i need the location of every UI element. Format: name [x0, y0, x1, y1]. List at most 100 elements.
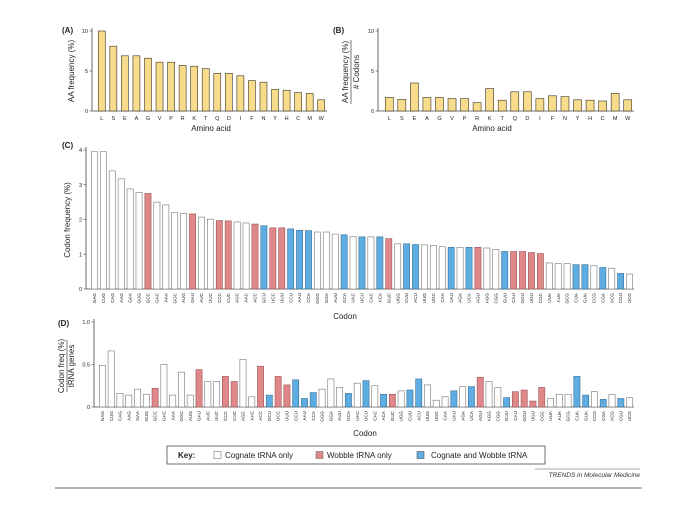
- b-x-tick-label: S: [400, 116, 404, 122]
- c-y-tick-label: 4: [79, 148, 82, 154]
- c-x-tick-label: GUG: [137, 293, 142, 304]
- d-bar-AGU: [476, 376, 484, 408]
- d-bar-UUU: [283, 384, 291, 408]
- a-y-tick-label: 5: [85, 69, 88, 75]
- c-x-tick-label: AGU: [476, 293, 481, 303]
- legend-label-both: Cognate and Wobble tRNA: [431, 451, 528, 460]
- a-x-tick-label: Y: [273, 116, 277, 122]
- c-x-tick-label: AUG: [181, 293, 186, 303]
- c-x-tick-label: GAG: [92, 293, 97, 304]
- legend-title: Key:: [178, 451, 195, 460]
- c-bar-AUG: [180, 212, 188, 290]
- d-x-tick-label: GUG: [144, 411, 149, 422]
- a-bar-M: [305, 93, 314, 112]
- b-x-tick-label: M: [613, 116, 618, 122]
- d-bar-ACA: [380, 393, 387, 408]
- c-x-tick-label: UAC: [351, 292, 356, 302]
- d-x-tick-label: CUA: [574, 410, 579, 421]
- c-x-tick-label: CCG: [591, 293, 596, 304]
- c-bar-AGA: [456, 247, 464, 290]
- d-bar-AAC: [248, 396, 256, 408]
- d-bar-CUU: [406, 389, 414, 408]
- b-bar-F: [548, 95, 557, 112]
- c-bar-UUA: [545, 262, 553, 290]
- a-x-tick-label: M: [307, 116, 312, 122]
- c-x-tick-label: AGG: [484, 293, 489, 304]
- d-x-tick-label: CGC: [539, 410, 544, 421]
- d-bar-ACC: [257, 365, 264, 408]
- c-x-tick-label: CGA: [600, 292, 605, 303]
- d-x-tick-label: CUG: [109, 411, 114, 422]
- d-bar-GAA: [134, 388, 141, 408]
- legend-swatch-cognate: [213, 451, 222, 459]
- c-x-tick-label: AAU: [297, 293, 302, 302]
- c-bar-UCU: [358, 236, 366, 290]
- c-x-tick-label: UGU: [529, 293, 534, 303]
- d-bar-GCC: [151, 387, 159, 408]
- a-x-tick-label: R: [181, 116, 185, 122]
- c-bar-GUG: [135, 192, 143, 290]
- b-y-tick-label: 0: [371, 109, 374, 115]
- d-bar-UAU: [450, 390, 458, 408]
- d-bar-CCC: [222, 376, 229, 408]
- d-x-tick-label: UCA: [469, 410, 474, 421]
- b-x-tick-label: G: [437, 116, 441, 122]
- c-x-tick-label: AUA: [556, 292, 561, 302]
- c-x-tick-label: UGG: [395, 293, 400, 304]
- legend-swatch-both: [416, 451, 425, 459]
- c-bar-ACG: [608, 267, 616, 290]
- c-bar-CGG: [492, 249, 500, 290]
- c-y-tick-label: 1: [79, 252, 82, 258]
- c-bar-CUA: [572, 264, 580, 290]
- b-x-tick-label: C: [601, 116, 605, 122]
- d-bar-GGC: [178, 371, 185, 408]
- b-x-tick-label: Y: [576, 116, 580, 122]
- d-x-tick-label: UCC: [276, 410, 281, 421]
- c-bar-GCA: [340, 234, 348, 290]
- c-bar-CUC: [224, 220, 232, 290]
- d-x-tick-label: GUC: [390, 410, 395, 421]
- a-x-tick-label: E: [123, 116, 127, 122]
- a-x-tick-label: K: [192, 116, 196, 122]
- d-bar-GAU: [195, 369, 203, 408]
- a-x-tick-label: C: [296, 116, 300, 122]
- a-bar-D: [225, 73, 233, 112]
- c-x-tick-label: CGU: [618, 293, 623, 303]
- a-x-tick-label: I: [240, 116, 242, 122]
- d-bar-AGC: [239, 359, 247, 408]
- b-ylabel-denominator: # Codons: [352, 55, 361, 89]
- b-x-tick-label: Q: [513, 116, 518, 122]
- c-x-tick-label: GUC: [386, 292, 391, 303]
- a-bar-A: [132, 55, 141, 112]
- a-x-tick-label: T: [204, 116, 208, 122]
- a-bar-R: [178, 65, 187, 112]
- d-x-tick-label: AUC: [205, 410, 210, 420]
- c-x-tick-label: GCC: [146, 292, 151, 303]
- d-x-tick-label: CGU: [618, 411, 623, 421]
- a-y-tick-label: 10: [82, 29, 88, 35]
- b-bar-W: [623, 99, 633, 112]
- d-x-tick-label: AAG: [126, 411, 131, 421]
- c-x-tick-label: GCA: [342, 292, 347, 303]
- d-x-tick-label: GUU: [504, 411, 509, 421]
- d-x-tick-label: GCC: [153, 410, 158, 421]
- c-bar-CUG: [99, 151, 107, 290]
- d-bar-GCG: [564, 393, 572, 408]
- c-bar-CAC: [367, 236, 375, 290]
- d-x-tick-label: CUU: [408, 411, 413, 421]
- d-bar-ACU: [415, 378, 423, 408]
- c-bar-AGU: [474, 247, 482, 290]
- d-x-tick-label: AUG: [188, 411, 193, 421]
- d-bar-CUG: [107, 350, 115, 408]
- b-bar-H: [585, 99, 595, 112]
- d-bar-GCA: [345, 393, 352, 408]
- d-x-tick-label: CUC: [232, 410, 237, 421]
- c-x-tick-label: AAA: [163, 292, 168, 302]
- b-bar-C: [598, 100, 607, 112]
- a-x-tick-label: A: [135, 116, 139, 122]
- b-x-tick-label: L: [388, 116, 391, 122]
- legend-box: [166, 445, 546, 465]
- d-bar-CCG: [591, 391, 598, 408]
- c-bar-GUU: [501, 251, 509, 290]
- legend: Key: Cognate tRNA only Wobble tRNA only …: [166, 445, 546, 465]
